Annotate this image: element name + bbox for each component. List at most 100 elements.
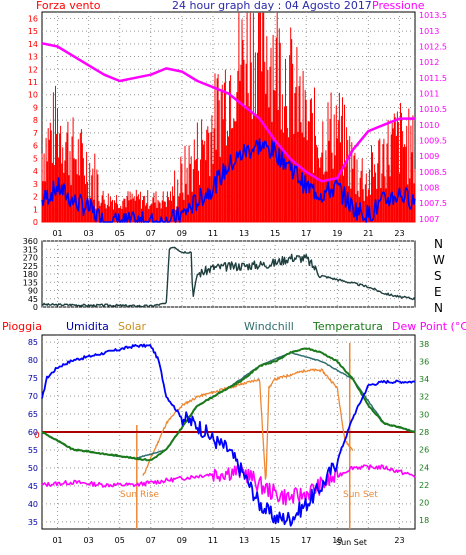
compass-s: S bbox=[434, 269, 442, 283]
wind-axis-tick: 1 bbox=[33, 205, 38, 214]
wind-axis-tick: 3 bbox=[33, 180, 38, 189]
rain-label: Pioggia bbox=[2, 320, 42, 333]
panel-frame bbox=[41, 240, 416, 308]
wind-pressure-chart: 01234567891011121314151610071007.5100810… bbox=[28, 11, 447, 238]
pressure-axis-tick: 1011.5 bbox=[419, 74, 447, 83]
hour-tick-label: 07 bbox=[146, 536, 156, 545]
pressure-axis-tick: 1013 bbox=[419, 27, 439, 36]
direction-axis-tick: 315 bbox=[23, 245, 38, 254]
sunrise-label: Sun Rise bbox=[120, 490, 159, 500]
hour-tick-label: 23 bbox=[394, 229, 404, 238]
wind-axis-tick: 16 bbox=[28, 14, 38, 23]
hour-tick-label: 09 bbox=[177, 536, 187, 545]
wind-axis-tick: 6 bbox=[33, 142, 38, 151]
temperature-axis-tick: 26 bbox=[419, 446, 429, 455]
hour-tick-label: 15 bbox=[270, 229, 280, 238]
wind-average-line bbox=[41, 138, 416, 223]
direction-axis-tick: 180 bbox=[23, 270, 38, 279]
humidity-axis-tick: 85 bbox=[28, 338, 38, 347]
pressure-axis-tick: 1010.5 bbox=[419, 105, 447, 114]
pressure-axis-tick: 1012.5 bbox=[419, 42, 447, 51]
pressure-axis-tick: 1010 bbox=[419, 121, 439, 130]
pressure-line bbox=[41, 42, 415, 183]
hour-tick-label: 17 bbox=[301, 229, 311, 238]
humidity-axis-tick: 70 bbox=[28, 392, 38, 401]
direction-axis-tick: 225 bbox=[23, 262, 38, 271]
pressure-label: Pressione bbox=[372, 0, 425, 12]
temperature-line bbox=[41, 347, 416, 462]
direction-axis-tick: 135 bbox=[23, 278, 38, 287]
pressure-axis-tick: 1012 bbox=[419, 58, 439, 67]
humidity-axis-tick: 50 bbox=[28, 464, 38, 473]
hour-tick-label: 15 bbox=[270, 536, 280, 545]
direction-axis-tick: 90 bbox=[28, 287, 38, 296]
dewpoint-label: Dew Point (°C) bbox=[392, 320, 466, 333]
pressure-axis-tick: 1011 bbox=[419, 89, 439, 98]
humidity-axis-tick: 40 bbox=[28, 500, 38, 509]
hour-tick-label: 21 bbox=[363, 229, 373, 238]
pressure-axis-tick: 1007 bbox=[419, 215, 439, 224]
hour-tick-label: 07 bbox=[146, 229, 156, 238]
direction-axis-tick: 45 bbox=[28, 295, 38, 304]
humidity-axis-tick: 45 bbox=[28, 482, 38, 491]
temperature-axis-tick: 32 bbox=[419, 393, 429, 402]
compass-n-top: N bbox=[434, 237, 443, 251]
wind-axis-tick: 12 bbox=[28, 65, 38, 74]
wind-axis-tick: 15 bbox=[28, 27, 38, 36]
windchill-label: Windchill bbox=[244, 320, 294, 333]
wind-axis-tick: 11 bbox=[28, 78, 38, 87]
humidity-axis-tick: 35 bbox=[28, 518, 38, 527]
temperature-axis-tick: 30 bbox=[419, 410, 429, 419]
hour-tick-label: 23 bbox=[394, 536, 404, 545]
wind-axis-tick: 9 bbox=[33, 103, 38, 112]
humidity-line bbox=[41, 343, 416, 527]
wind-axis-tick: 4 bbox=[33, 167, 38, 176]
hour-tick-label: 03 bbox=[84, 536, 94, 545]
hour-tick-label: 13 bbox=[239, 229, 249, 238]
solar-line bbox=[142, 368, 354, 480]
humidity-axis-tick: 65 bbox=[28, 410, 38, 419]
sunset-axis-label: Sun Set bbox=[336, 538, 367, 547]
hour-tick-label: 13 bbox=[239, 536, 249, 545]
pressure-axis-tick: 1009 bbox=[419, 152, 439, 161]
temperature-axis-tick: 20 bbox=[419, 499, 429, 508]
temperature-axis-tick: 34 bbox=[419, 375, 429, 384]
pressure-axis-tick: 1007.5 bbox=[419, 199, 447, 208]
temperature-axis-tick: 38 bbox=[419, 340, 429, 349]
humidity-axis-tick: 80 bbox=[28, 356, 38, 365]
solar-label: Solar bbox=[118, 320, 147, 333]
hour-tick-label: 05 bbox=[115, 229, 125, 238]
wind-speed-label: Forza vento bbox=[36, 0, 101, 12]
hour-tick-label: 19 bbox=[332, 229, 342, 238]
hour-tick-label: 11 bbox=[208, 229, 218, 238]
hour-tick-label: 19 bbox=[332, 536, 342, 545]
hour-tick-label: 03 bbox=[84, 229, 94, 238]
temperature-axis-tick: 28 bbox=[419, 428, 429, 437]
wind-axis-tick: 5 bbox=[33, 154, 38, 163]
compass-n-bottom: N bbox=[434, 301, 443, 315]
hour-tick-label: 01 bbox=[52, 229, 62, 238]
wind-axis-tick: 10 bbox=[28, 91, 38, 100]
compass-w: W bbox=[433, 253, 445, 267]
direction-axis-tick: 270 bbox=[23, 254, 38, 263]
temperature-axis-tick: 22 bbox=[419, 481, 429, 490]
hour-tick-label: 17 bbox=[301, 536, 311, 545]
humidity-temperature-chart: 35 40 45 50 55 60 65 70 75 80 85 18 20 22 24 26 28 30 32 34… bbox=[28, 334, 429, 545]
rain-zero-label: 0 bbox=[34, 431, 40, 441]
temperature-axis-tick: 18 bbox=[419, 516, 429, 525]
hour-tick-label: 05 bbox=[115, 536, 125, 545]
pressure-axis-tick: 1008 bbox=[419, 184, 439, 193]
wind-axis-tick: 7 bbox=[33, 129, 38, 138]
hour-tick-label: 09 bbox=[177, 229, 187, 238]
temperature-axis-tick: 36 bbox=[419, 357, 429, 366]
hour-tick-label: 01 bbox=[52, 536, 62, 545]
pressure-axis-tick: 1013.5 bbox=[419, 11, 447, 20]
wind-axis-tick: 13 bbox=[28, 53, 38, 62]
wind-axis-tick: 8 bbox=[33, 116, 38, 125]
hour-tick-label: 11 bbox=[208, 536, 218, 545]
wind-axis-tick: 14 bbox=[28, 40, 38, 49]
dewpoint-line bbox=[41, 462, 416, 506]
temperature-label: Temperatura bbox=[312, 320, 383, 333]
